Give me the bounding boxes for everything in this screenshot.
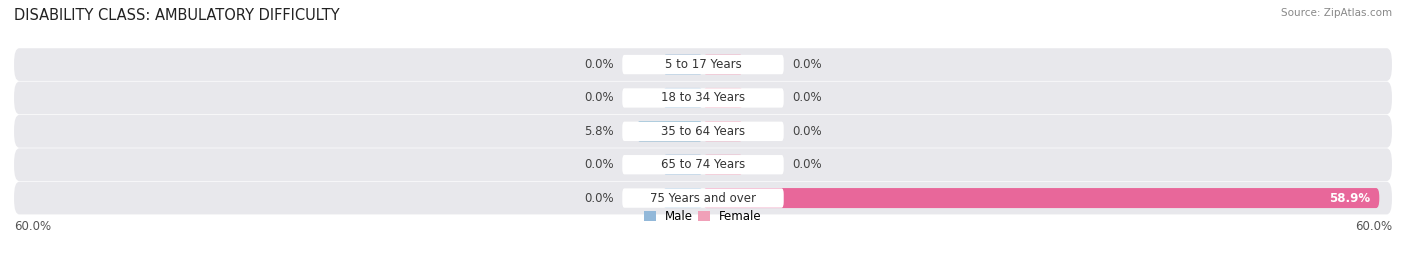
- Text: 0.0%: 0.0%: [793, 158, 823, 171]
- FancyBboxPatch shape: [14, 115, 1392, 148]
- FancyBboxPatch shape: [662, 188, 703, 208]
- Text: 0.0%: 0.0%: [583, 192, 613, 204]
- Text: 0.0%: 0.0%: [583, 58, 613, 71]
- FancyBboxPatch shape: [623, 55, 783, 74]
- Text: 60.0%: 60.0%: [14, 220, 51, 233]
- Text: 0.0%: 0.0%: [793, 58, 823, 71]
- Text: 35 to 64 Years: 35 to 64 Years: [661, 125, 745, 138]
- FancyBboxPatch shape: [637, 121, 703, 141]
- FancyBboxPatch shape: [14, 81, 1392, 114]
- Text: Source: ZipAtlas.com: Source: ZipAtlas.com: [1281, 8, 1392, 18]
- Text: 5.8%: 5.8%: [583, 125, 613, 138]
- Text: 0.0%: 0.0%: [583, 91, 613, 105]
- Text: 5 to 17 Years: 5 to 17 Years: [665, 58, 741, 71]
- Legend: Male, Female: Male, Female: [644, 210, 762, 223]
- Text: DISABILITY CLASS: AMBULATORY DIFFICULTY: DISABILITY CLASS: AMBULATORY DIFFICULTY: [14, 8, 340, 23]
- Text: 75 Years and over: 75 Years and over: [650, 192, 756, 204]
- FancyBboxPatch shape: [623, 155, 783, 174]
- Text: 18 to 34 Years: 18 to 34 Years: [661, 91, 745, 105]
- FancyBboxPatch shape: [623, 188, 783, 208]
- Text: 0.0%: 0.0%: [793, 125, 823, 138]
- FancyBboxPatch shape: [14, 48, 1392, 81]
- FancyBboxPatch shape: [14, 148, 1392, 181]
- Text: 58.9%: 58.9%: [1329, 192, 1369, 204]
- FancyBboxPatch shape: [662, 88, 703, 108]
- Text: 65 to 74 Years: 65 to 74 Years: [661, 158, 745, 171]
- FancyBboxPatch shape: [703, 188, 1379, 208]
- Text: 0.0%: 0.0%: [793, 91, 823, 105]
- FancyBboxPatch shape: [623, 122, 783, 141]
- FancyBboxPatch shape: [14, 182, 1392, 214]
- FancyBboxPatch shape: [703, 155, 744, 175]
- FancyBboxPatch shape: [623, 88, 783, 108]
- FancyBboxPatch shape: [703, 121, 744, 141]
- FancyBboxPatch shape: [662, 155, 703, 175]
- Text: 0.0%: 0.0%: [583, 158, 613, 171]
- FancyBboxPatch shape: [662, 55, 703, 75]
- Text: 60.0%: 60.0%: [1355, 220, 1392, 233]
- FancyBboxPatch shape: [703, 88, 744, 108]
- FancyBboxPatch shape: [703, 55, 744, 75]
